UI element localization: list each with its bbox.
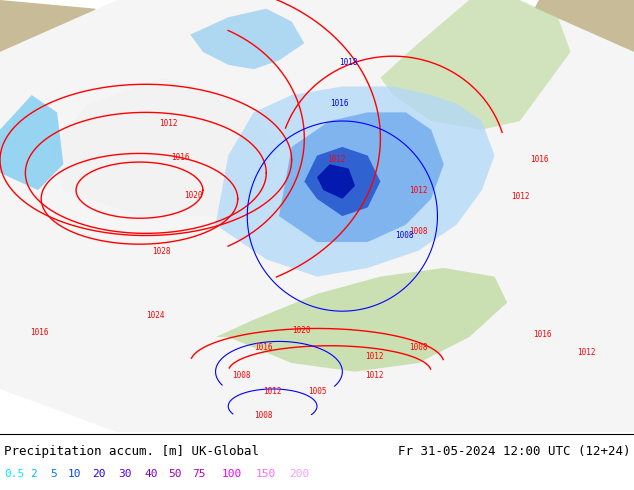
Text: 1008: 1008 <box>395 231 414 240</box>
Text: 1028: 1028 <box>152 247 171 256</box>
Text: 1012: 1012 <box>365 352 384 361</box>
Polygon shape <box>279 112 444 242</box>
Text: 75: 75 <box>192 469 205 479</box>
Text: 1020: 1020 <box>292 326 311 335</box>
Text: 1016: 1016 <box>330 99 349 108</box>
Text: 200: 200 <box>289 469 309 479</box>
Polygon shape <box>216 268 507 372</box>
Polygon shape <box>0 0 127 121</box>
Text: 1008: 1008 <box>231 371 250 381</box>
Text: 0.5: 0.5 <box>4 469 24 479</box>
Text: 1012: 1012 <box>510 192 529 201</box>
Text: 1012: 1012 <box>365 371 384 381</box>
Polygon shape <box>520 0 634 65</box>
Text: 2: 2 <box>30 469 37 479</box>
Text: 50: 50 <box>168 469 181 479</box>
Polygon shape <box>51 78 279 216</box>
Text: 30: 30 <box>118 469 131 479</box>
Text: 1016: 1016 <box>171 153 190 162</box>
Text: 1012: 1012 <box>409 186 428 195</box>
Text: 1012: 1012 <box>327 155 346 165</box>
Polygon shape <box>0 95 63 190</box>
Text: 10: 10 <box>68 469 82 479</box>
Text: 1024: 1024 <box>146 311 165 320</box>
Text: 1008: 1008 <box>409 343 428 352</box>
Text: 1020: 1020 <box>184 191 203 200</box>
Text: Precipitation accum. [m] UK-Global: Precipitation accum. [m] UK-Global <box>4 445 259 458</box>
Text: 1016: 1016 <box>533 330 552 340</box>
Text: 1016: 1016 <box>529 155 548 165</box>
Text: 1012: 1012 <box>158 119 178 128</box>
Text: 1012: 1012 <box>263 387 282 395</box>
Text: 40: 40 <box>144 469 157 479</box>
Text: 1005: 1005 <box>307 387 327 395</box>
Text: 1018: 1018 <box>339 58 358 67</box>
Text: 1012: 1012 <box>577 348 596 357</box>
Polygon shape <box>380 0 571 130</box>
Polygon shape <box>0 0 634 432</box>
Text: 150: 150 <box>256 469 276 479</box>
Polygon shape <box>304 147 380 216</box>
Text: 5: 5 <box>50 469 57 479</box>
Text: 1016: 1016 <box>254 343 273 352</box>
Text: 100: 100 <box>222 469 242 479</box>
Polygon shape <box>190 9 304 69</box>
Polygon shape <box>216 86 495 276</box>
Text: 1016: 1016 <box>30 328 49 337</box>
Polygon shape <box>533 52 634 432</box>
Polygon shape <box>317 164 355 199</box>
Text: 20: 20 <box>92 469 105 479</box>
Text: 1008: 1008 <box>254 411 273 420</box>
Text: 1008: 1008 <box>409 227 428 236</box>
Text: Fr 31-05-2024 12:00 UTC (12+24): Fr 31-05-2024 12:00 UTC (12+24) <box>398 445 630 458</box>
